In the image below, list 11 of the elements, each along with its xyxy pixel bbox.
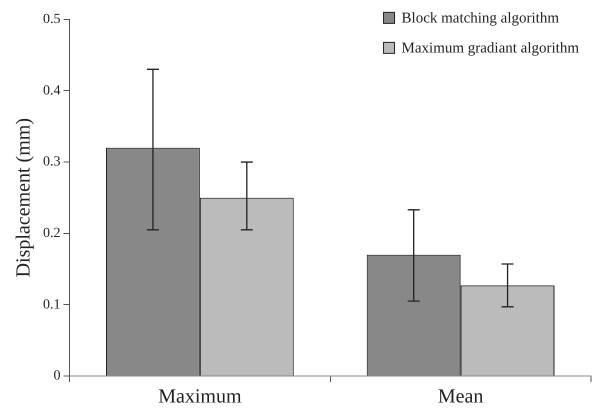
x-tick-label: Mean [438, 385, 484, 408]
legend-label: Block matching algorithm [402, 10, 560, 26]
y-axis-title: Displacement (mm) [12, 118, 34, 278]
y-tick-label: 0.3 [43, 154, 60, 170]
y-tick-label: 0.1 [43, 297, 60, 312]
y-tick-label: 0 [54, 368, 60, 384]
x-tick-label: Maximum [158, 385, 242, 408]
y-tick-label: 0.5 [43, 12, 60, 28]
legend-label: Maximum gradiant algorithm [402, 40, 580, 56]
y-tick-label: 0.4 [43, 83, 60, 98]
y-tick-label: 0.2 [43, 226, 60, 242]
